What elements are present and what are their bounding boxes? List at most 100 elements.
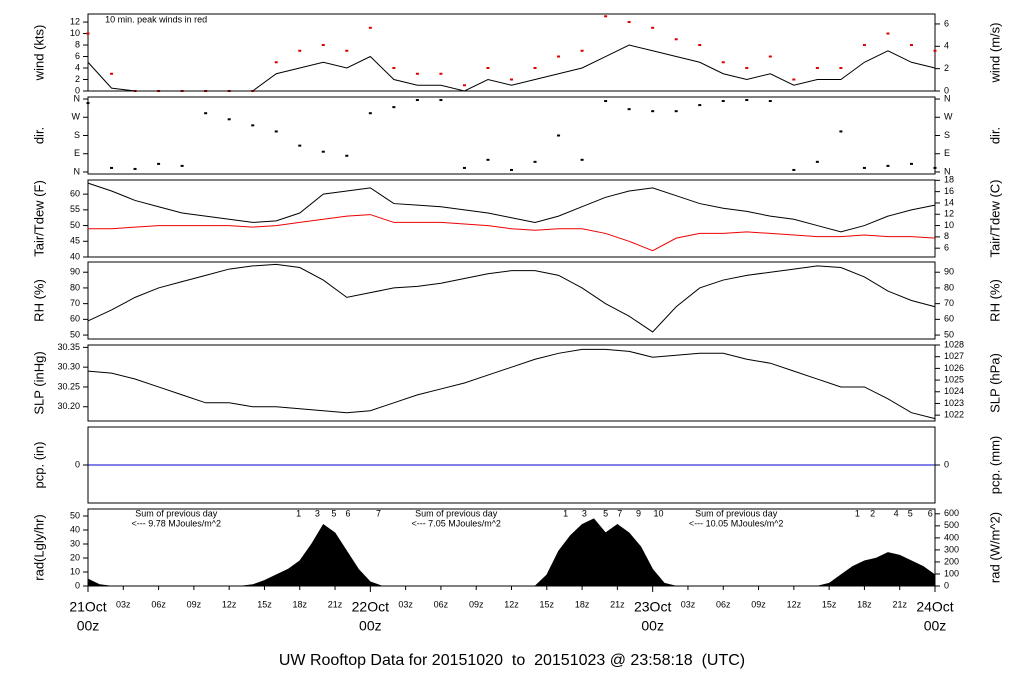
line bbox=[87, 348, 936, 420]
data-point bbox=[674, 38, 678, 41]
hour-label: 9 bbox=[636, 508, 641, 518]
x-tick-label: 12z bbox=[504, 599, 519, 609]
hour-label: 1 bbox=[563, 508, 568, 518]
y2-tick-label: W bbox=[944, 112, 953, 122]
hour-label: 10 bbox=[654, 508, 664, 518]
y-tick-label: 10 bbox=[70, 566, 80, 576]
date-label: 21Oct bbox=[69, 599, 106, 615]
data-point bbox=[792, 78, 796, 81]
y2-axis-title: SLP (hPa) bbox=[987, 353, 1002, 413]
data-point bbox=[204, 112, 208, 115]
y2-tick-label: E bbox=[944, 148, 950, 158]
y-tick-label: 10 bbox=[70, 28, 80, 38]
panel-frame bbox=[87, 179, 936, 258]
y2-tick-label: 60 bbox=[944, 314, 954, 324]
y2-tick-label: N bbox=[944, 166, 951, 176]
y2-tick-label: 300 bbox=[944, 544, 959, 554]
data-point bbox=[415, 99, 419, 102]
data-point bbox=[486, 158, 490, 161]
y-tick-label: 30.25 bbox=[57, 381, 80, 391]
data-point bbox=[745, 67, 749, 70]
y-tick-label: 20 bbox=[70, 552, 80, 562]
data-point bbox=[439, 99, 443, 102]
y-tick-label: 60 bbox=[70, 189, 80, 199]
y2-tick-label: 1025 bbox=[944, 374, 964, 384]
y2-tick-label: 6 bbox=[944, 243, 949, 253]
y-tick-label: 6 bbox=[75, 51, 80, 61]
y-tick-label: 0 bbox=[75, 85, 80, 95]
y-tick-label: 8 bbox=[75, 39, 80, 49]
y-tick-label: 4 bbox=[75, 62, 80, 72]
line bbox=[87, 263, 936, 333]
hour-label: 5 bbox=[331, 508, 336, 518]
data-point bbox=[768, 100, 772, 103]
y-tick-label: 50 bbox=[70, 329, 80, 339]
y2-tick-label: N bbox=[944, 93, 951, 103]
data-point bbox=[345, 49, 349, 52]
y-axis-title: wind (kts) bbox=[31, 25, 46, 82]
y-tick-label: 80 bbox=[70, 282, 80, 292]
y2-tick-label: 12 bbox=[944, 209, 954, 219]
data-point bbox=[486, 67, 490, 70]
y2-tick-label: 1026 bbox=[944, 363, 964, 373]
x-tick-label: 06z bbox=[151, 599, 166, 609]
data-point bbox=[721, 100, 725, 103]
y2-tick-label: 1027 bbox=[944, 351, 964, 361]
y-tick-label: N bbox=[74, 166, 81, 176]
footer-title: UW Rooftop Data for 20151020 to 20151023… bbox=[279, 652, 745, 669]
data-point bbox=[886, 164, 890, 167]
data-point bbox=[533, 67, 537, 70]
y2-tick-label: 4 bbox=[944, 41, 949, 51]
y-tick-label: W bbox=[72, 112, 81, 122]
y-tick-label: 90 bbox=[70, 267, 80, 277]
hour-label: 7 bbox=[376, 508, 381, 518]
data-point bbox=[862, 166, 866, 169]
y2-axis-title: RH (%) bbox=[987, 279, 1002, 322]
y-tick-label: 12 bbox=[70, 16, 80, 26]
data-point bbox=[580, 49, 584, 52]
annotation: Sum of previous day bbox=[695, 508, 778, 518]
y2-tick-label: 0 bbox=[944, 459, 949, 469]
x-tick-label: 03z bbox=[116, 599, 131, 609]
data-point bbox=[721, 61, 725, 64]
y2-tick-label: 50 bbox=[944, 329, 954, 339]
hour-label: 2 bbox=[870, 508, 875, 518]
y-tick-label: 55 bbox=[70, 204, 80, 214]
date-label: 24Oct bbox=[916, 599, 953, 615]
y-tick-label: 30.20 bbox=[57, 401, 80, 411]
data-point bbox=[110, 72, 114, 75]
data-point bbox=[274, 130, 278, 133]
y-tick-label: N bbox=[74, 93, 81, 103]
data-point bbox=[627, 21, 631, 24]
data-point bbox=[580, 158, 584, 161]
annotation: <--- 10.05 MJoules/m^2 bbox=[689, 518, 784, 528]
data-point bbox=[368, 112, 372, 115]
x-tick-label: 18z bbox=[292, 599, 307, 609]
x-tick-label: 09z bbox=[751, 599, 766, 609]
data-point bbox=[651, 110, 655, 113]
x-tick-label: 21z bbox=[328, 599, 343, 609]
data-point bbox=[298, 144, 302, 147]
x-tick-label: 09z bbox=[469, 599, 484, 609]
data-point bbox=[415, 72, 419, 75]
y-tick-label: 30.30 bbox=[57, 362, 80, 372]
date-time-label: 00z bbox=[924, 618, 947, 634]
data-point bbox=[251, 124, 255, 127]
y2-tick-label: 600 bbox=[944, 508, 959, 518]
annotation: Sum of previous day bbox=[415, 508, 498, 518]
y-tick-label: 40 bbox=[70, 524, 80, 534]
y-axis-title: dir. bbox=[31, 127, 46, 144]
data-point bbox=[604, 100, 608, 103]
y2-tick-label: 0 bbox=[944, 580, 949, 590]
x-tick-label: 15z bbox=[257, 599, 272, 609]
y2-tick-label: 500 bbox=[944, 520, 959, 530]
y2-tick-label: S bbox=[944, 130, 950, 140]
y-tick-label: 70 bbox=[70, 298, 80, 308]
x-tick-label: 03z bbox=[398, 599, 413, 609]
y2-axis-title: Tair/Tdew (C) bbox=[987, 179, 1002, 257]
data-point bbox=[345, 154, 349, 157]
y-tick-label: 0 bbox=[75, 459, 80, 469]
annotation: <--- 7.05 MJoules/m^2 bbox=[411, 518, 501, 528]
data-point bbox=[627, 108, 631, 111]
data-point bbox=[368, 26, 372, 29]
